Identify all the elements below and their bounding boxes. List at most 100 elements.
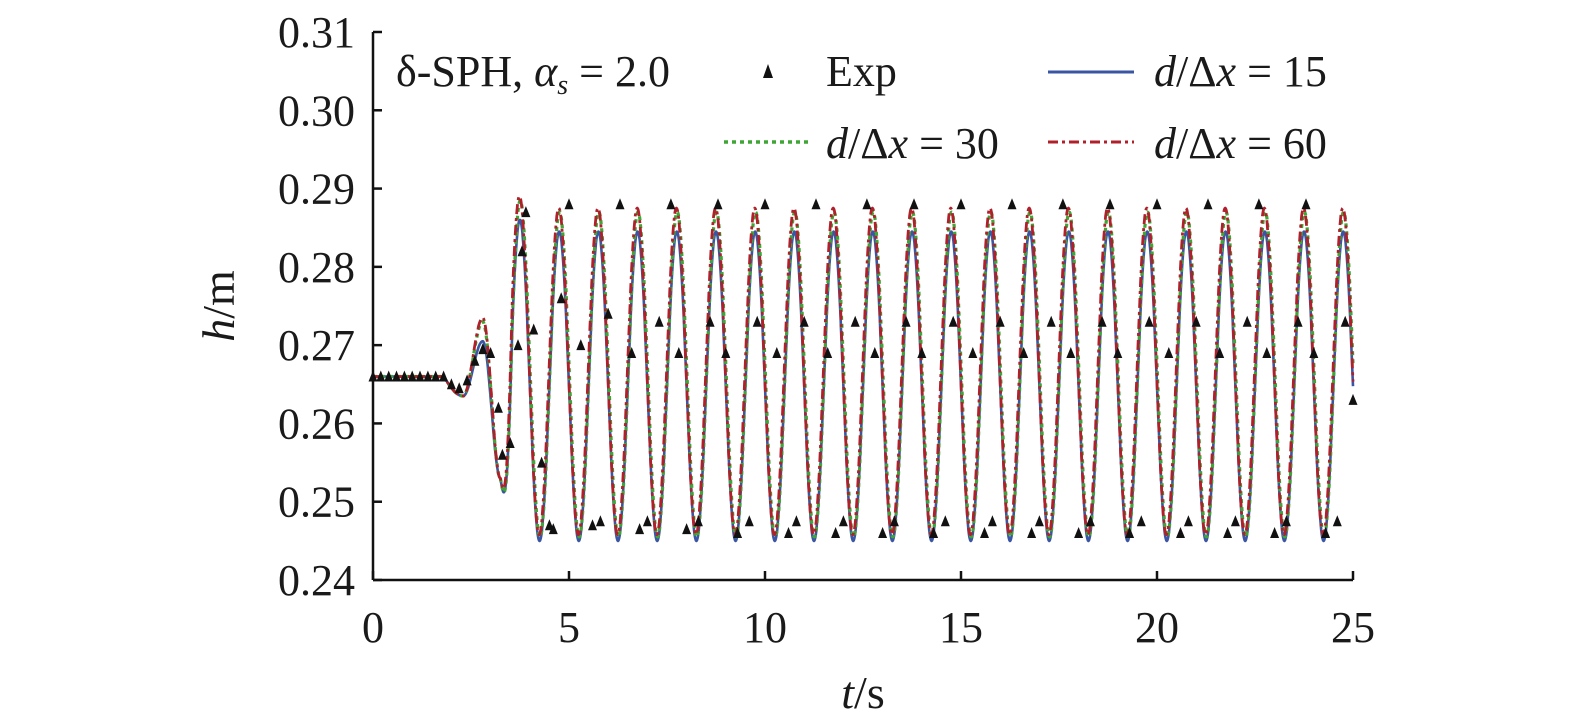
exp-marker: [576, 339, 586, 351]
y-tick-label: 0.27: [278, 321, 355, 370]
series-line-30: [371, 198, 1355, 539]
exp-marker: [1144, 315, 1154, 327]
exp-marker: [850, 315, 860, 327]
exp-marker: [1301, 198, 1311, 210]
exp-marker: [682, 523, 692, 535]
x-tick-label: 10: [743, 603, 787, 652]
exp-marker: [909, 198, 919, 210]
exp-marker: [987, 515, 997, 527]
legend-exp-label: Exp: [826, 47, 897, 96]
exp-marker: [642, 515, 652, 527]
y-tick-label: 0.31: [278, 8, 355, 57]
exp-marker: [595, 515, 605, 527]
exp-marker: [1113, 347, 1123, 358]
exp-marker: [486, 347, 496, 358]
exp-marker: [627, 347, 637, 358]
exp-marker: [529, 323, 539, 335]
y-ticks: 0.24 0.25 0.26 0.27 0.28 0.29 0.30 0.31: [278, 8, 382, 605]
exp-marker: [635, 523, 645, 535]
exp-marker: [1136, 515, 1146, 527]
exp-marker: [752, 315, 762, 327]
exp-marker: [1105, 198, 1115, 210]
exp-marker: [1270, 527, 1280, 538]
x-tick-label: 20: [1135, 603, 1179, 652]
exp-marker: [862, 198, 872, 210]
exp-marker: [537, 456, 547, 468]
y-axis-title: h/m: [193, 270, 244, 342]
exp-marker: [811, 198, 821, 210]
exp-marker: [929, 527, 939, 538]
exp-marker: [917, 347, 927, 358]
exp-marker: [744, 515, 754, 527]
exp-marker: [517, 245, 527, 257]
exp-marker: [1254, 198, 1264, 210]
exp-marker: [1183, 515, 1193, 527]
exp-marker: [493, 401, 503, 413]
y-tick-label: 0.26: [278, 399, 355, 448]
exp-marker: [956, 198, 966, 210]
exp-marker: [521, 206, 531, 218]
exp-marker: [1046, 315, 1056, 327]
exp-marker: [1242, 315, 1252, 327]
exp-marker: [462, 374, 472, 386]
exp-marker: [399, 370, 409, 382]
exp-marker: [1262, 347, 1272, 358]
exp-marker: [1348, 393, 1358, 405]
exp-marker: [831, 527, 841, 538]
exp-marker: [901, 315, 911, 327]
exp-marker: [1152, 198, 1162, 210]
exp-marker: [1203, 198, 1213, 210]
exp-marker: [1309, 347, 1319, 358]
exp-marker: [1125, 527, 1135, 538]
series-line-60: [372, 194, 1355, 537]
exp-marker: [478, 343, 488, 355]
y-tick-label: 0.24: [278, 556, 355, 605]
y-tick-label: 0.29: [278, 165, 355, 214]
exp-marker: [693, 515, 703, 527]
exp-marker: [1340, 315, 1350, 327]
exp-marker: [1066, 347, 1076, 358]
exp-marker: [1293, 315, 1303, 327]
legend-exp-marker: [763, 64, 773, 78]
x-tick-label: 25: [1331, 603, 1375, 652]
exp-marker: [784, 527, 793, 538]
exp-marker: [838, 515, 848, 527]
exp-marker: [1230, 515, 1240, 527]
y-tick-label: 0.28: [278, 243, 355, 292]
x-tick-label: 15: [939, 603, 983, 652]
exp-marker: [674, 347, 684, 358]
exp-marker: [980, 527, 989, 538]
method-annotation: δ-SPH, αs = 2.0: [396, 47, 670, 101]
exp-marker: [1097, 315, 1107, 327]
legend-d60-label: d/Δx = 60: [1154, 119, 1327, 168]
exp-marker: [878, 527, 888, 538]
exp-marker: [392, 370, 401, 382]
exp-marker: [1058, 198, 1068, 210]
legend: Exp d/Δx = 15 d/Δx = 30 d/Δx = 60: [724, 47, 1327, 168]
legend-item-d60: d/Δx = 60: [1048, 119, 1327, 168]
exp-marker: [968, 347, 978, 358]
exp-marker: [564, 198, 574, 210]
exp-marker: [889, 515, 899, 527]
legend-item-d15: d/Δx = 15: [1048, 47, 1327, 96]
exp-marker: [721, 347, 731, 358]
exp-marker: [470, 354, 480, 366]
y-tick-label: 0.25: [278, 478, 355, 527]
exp-marker: [1281, 515, 1291, 527]
exp-marker: [1176, 527, 1185, 538]
exp-marker: [431, 370, 441, 382]
legend-d15-label: d/Δx = 15: [1154, 47, 1327, 96]
exp-marker: [760, 198, 770, 210]
exp-marker: [415, 370, 425, 382]
exp-marker: [454, 382, 464, 394]
exp-marker: [423, 370, 433, 382]
exp-marker: [995, 315, 1005, 327]
exp-marker: [407, 370, 417, 382]
exp-marker: [384, 370, 394, 382]
exp-marker: [548, 523, 558, 535]
exp-marker: [940, 515, 950, 527]
x-tick-label: 5: [558, 603, 580, 652]
exp-marker: [733, 527, 743, 538]
exp-marker: [948, 315, 958, 327]
exp-marker: [1223, 527, 1233, 538]
